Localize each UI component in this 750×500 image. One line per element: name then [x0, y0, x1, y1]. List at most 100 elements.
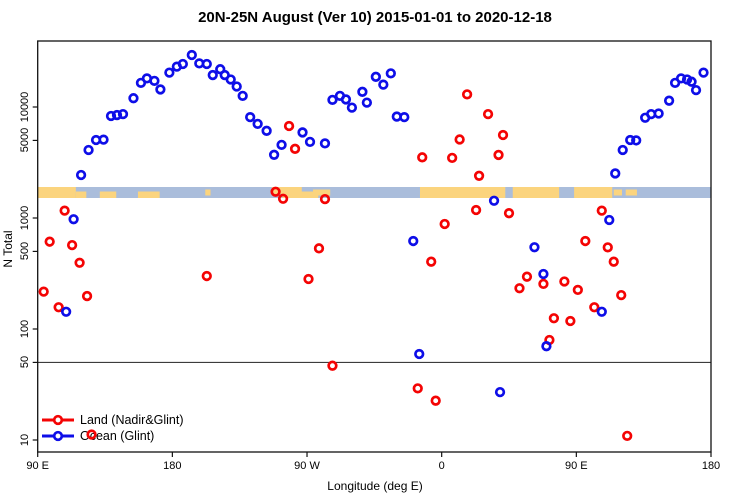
land-point — [565, 315, 576, 327]
ocean-point — [60, 306, 72, 317]
land-point — [303, 273, 314, 285]
ocean-point — [408, 235, 419, 247]
ocean-point — [171, 61, 182, 72]
land-point — [538, 278, 549, 290]
ocean-point — [268, 149, 280, 160]
ocean-point — [370, 71, 381, 82]
land-point — [313, 243, 325, 254]
land-point — [572, 284, 583, 296]
ocean-point — [141, 73, 153, 84]
land-point — [503, 208, 515, 219]
y-axis-label: N Total — [1, 230, 15, 268]
ocean-point — [529, 242, 540, 253]
ocean-point — [631, 135, 642, 146]
land-point — [482, 108, 494, 120]
ocean-point — [75, 169, 87, 181]
y-tick-label: 100 — [19, 319, 31, 339]
land-point — [430, 395, 441, 406]
x-tick-label: 90 E — [26, 460, 50, 472]
ocean-point — [135, 77, 147, 89]
ocean-point — [675, 73, 687, 84]
ocean-point — [252, 118, 263, 130]
map-strip-ocean — [37, 187, 711, 198]
ocean-point — [494, 386, 506, 398]
ocean-point — [640, 112, 651, 123]
land-point — [461, 89, 473, 100]
land-point — [319, 193, 331, 205]
ocean-point — [304, 136, 316, 148]
ocean-point — [346, 102, 358, 113]
map-strip-land — [419, 187, 506, 198]
land-point — [439, 218, 450, 230]
ocean-point — [90, 134, 102, 146]
ocean-point — [164, 67, 175, 78]
land-point — [497, 129, 509, 141]
ocean-point — [276, 139, 287, 151]
ocean-point — [319, 138, 331, 149]
land-point — [59, 205, 70, 216]
land-point — [521, 271, 533, 282]
land-point — [277, 193, 289, 204]
land-point — [74, 257, 85, 268]
ocean-point — [237, 90, 248, 102]
map-strip-land — [75, 191, 87, 198]
map-strip-land — [37, 187, 76, 198]
ocean-point — [149, 75, 160, 87]
land-point — [602, 242, 613, 253]
map-strip-land — [137, 191, 160, 198]
land-point — [473, 170, 485, 181]
land-point — [270, 186, 281, 197]
ocean-point — [128, 93, 139, 104]
land-point — [44, 236, 55, 247]
land-point — [548, 313, 560, 324]
map-strip-land — [512, 187, 560, 198]
ocean-point — [625, 134, 636, 146]
ocean-point — [245, 112, 256, 123]
ocean-point — [385, 68, 396, 79]
ocean-point — [225, 74, 236, 85]
ocean-point — [215, 64, 226, 75]
legend-label-land: Land (Nadir&Glint) — [80, 413, 184, 427]
ocean-point — [646, 108, 657, 120]
ocean-point — [541, 341, 552, 352]
map-strip-land — [271, 187, 302, 194]
land-point — [426, 256, 437, 267]
ocean-point — [357, 86, 368, 97]
land-point — [589, 302, 600, 313]
ocean-point — [177, 58, 188, 70]
ocean-point — [261, 125, 272, 136]
land-point — [493, 149, 504, 161]
ocean-point — [219, 69, 230, 81]
ocean-point — [414, 348, 425, 360]
land-point — [596, 205, 607, 216]
land-point — [417, 152, 428, 163]
y-tick-label: 50 — [19, 356, 31, 369]
ocean-point — [538, 268, 549, 280]
ocean-point — [207, 69, 218, 81]
ocean-point — [340, 94, 352, 105]
y-tick-label: 5000 — [19, 128, 31, 153]
land-point — [559, 276, 570, 287]
land-point — [38, 286, 49, 297]
ocean-point — [334, 90, 346, 102]
chart-title: 20N-25N August (Ver 10) 2015-01-01 to 20… — [198, 9, 552, 26]
ocean-point — [610, 168, 621, 179]
ocean-point — [399, 112, 410, 123]
map-strip-land — [574, 187, 613, 198]
ocean-point — [83, 144, 94, 156]
land-point — [201, 270, 212, 282]
plot-box — [37, 40, 712, 453]
land-point — [514, 283, 525, 294]
ocean-point — [111, 109, 123, 121]
x-tick-label: 90 E — [565, 460, 588, 472]
land-point — [412, 383, 423, 394]
x-tick-label: 0 — [438, 460, 445, 472]
y-tick-label: 500 — [19, 242, 31, 261]
map-strip-land — [282, 191, 319, 198]
ocean-point — [681, 74, 693, 85]
y-tick-label: 1000 — [19, 205, 31, 231]
land-point — [283, 120, 295, 132]
ocean-point — [68, 214, 79, 225]
land-point — [470, 204, 482, 216]
